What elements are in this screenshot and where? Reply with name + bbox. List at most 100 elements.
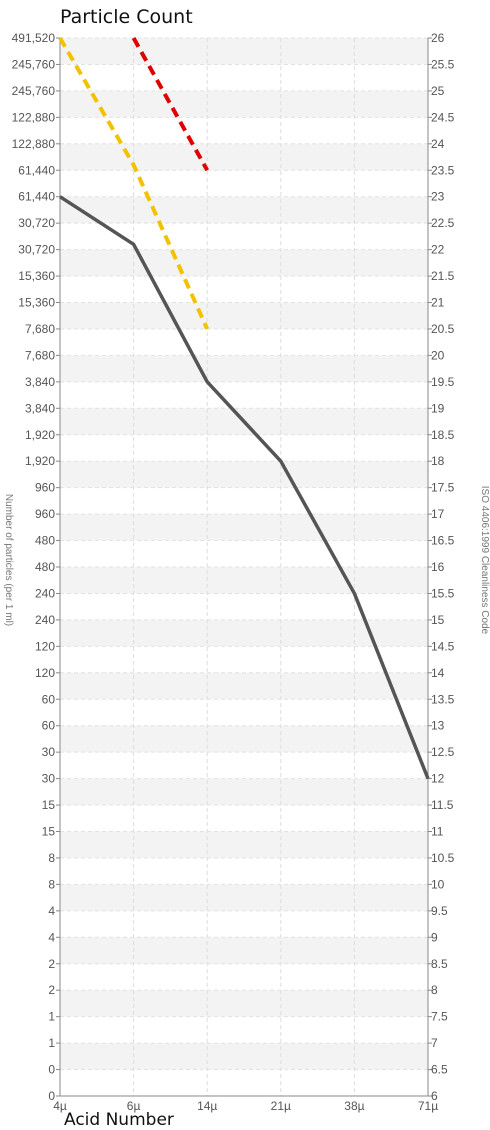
right-tick-label: 20.5 bbox=[431, 322, 455, 336]
background-bands bbox=[60, 38, 428, 1070]
left-tick-label: 3,840 bbox=[25, 401, 55, 415]
left-tick-label: 30 bbox=[42, 772, 56, 786]
right-tick-label: 17.5 bbox=[431, 481, 455, 495]
right-tick-label: 20 bbox=[431, 348, 445, 362]
left-tick-label: 4 bbox=[48, 930, 55, 944]
grid-band bbox=[60, 514, 428, 541]
right-tick-label: 24 bbox=[431, 137, 445, 151]
left-tick-label: 0 bbox=[48, 1063, 55, 1077]
left-axis-title: Number of particles (per 1 ml) bbox=[3, 494, 14, 626]
left-tick-label: 245,760 bbox=[12, 57, 56, 71]
right-tick-label: 16 bbox=[431, 560, 445, 574]
right-tick-label: 23.5 bbox=[431, 163, 455, 177]
grid-band bbox=[60, 884, 428, 911]
left-tick-label: 2 bbox=[48, 983, 55, 997]
x-tick-label: 4µ bbox=[53, 1099, 67, 1113]
grid-band bbox=[60, 937, 428, 964]
right-tick-label: 12.5 bbox=[431, 745, 455, 759]
left-tick-label: 1 bbox=[48, 1036, 55, 1050]
right-tick-label: 6.5 bbox=[431, 1063, 448, 1077]
right-tick-label: 13 bbox=[431, 719, 445, 733]
left-tick-label: 3,840 bbox=[25, 375, 55, 389]
left-tick-label: 1,920 bbox=[25, 428, 55, 442]
x-axis-ticks: 4µ 6µ 14µ 21µ 38µ 71µ bbox=[53, 1099, 438, 1113]
right-tick-label: 23 bbox=[431, 190, 445, 204]
grid-band bbox=[60, 831, 428, 858]
left-tick-label: 8 bbox=[48, 851, 55, 865]
left-tick-label: 122,880 bbox=[12, 110, 56, 124]
right-tick-label: 9.5 bbox=[431, 904, 448, 918]
grid-band bbox=[60, 302, 428, 329]
right-tick-label: 21 bbox=[431, 296, 445, 310]
left-tick-label: 120 bbox=[35, 666, 55, 680]
series-line-2 bbox=[131, 37, 209, 172]
left-tick-label: 60 bbox=[42, 719, 56, 733]
grid-band bbox=[60, 725, 428, 753]
left-tick-label: 15,360 bbox=[18, 296, 55, 310]
right-tick-label: 10.5 bbox=[431, 851, 455, 865]
left-tick-label: 4 bbox=[48, 904, 55, 918]
left-tick-label: 1,920 bbox=[25, 454, 55, 468]
right-tick-label: 10 bbox=[431, 877, 445, 891]
right-tick-label: 15.5 bbox=[431, 586, 455, 600]
grid-band bbox=[60, 143, 428, 171]
right-tick-label: 18.5 bbox=[431, 428, 455, 442]
right-tick-label: 25.5 bbox=[431, 57, 455, 71]
right-tick-label: 13.5 bbox=[431, 692, 455, 706]
right-tick-label: 9 bbox=[431, 930, 438, 944]
x-tick-label: 6µ bbox=[127, 1099, 141, 1113]
left-tick-label: 60 bbox=[42, 692, 56, 706]
grid-band bbox=[60, 90, 428, 118]
grid-band bbox=[60, 672, 428, 700]
right-tick-label: 11.5 bbox=[431, 798, 454, 812]
right-tick-label: 19 bbox=[431, 401, 445, 415]
left-tick-label: 8 bbox=[48, 877, 55, 891]
left-tick-label: 30,720 bbox=[18, 216, 55, 230]
grid-band bbox=[60, 249, 428, 277]
right-tick-label: 8 bbox=[431, 983, 438, 997]
left-tick-label: 240 bbox=[35, 613, 55, 627]
right-tick-label: 11 bbox=[431, 825, 444, 839]
right-tick-label: 8.5 bbox=[431, 957, 448, 971]
right-tick-label: 26 bbox=[431, 31, 445, 45]
right-tick-label: 14.5 bbox=[431, 639, 455, 653]
left-tick-label: 480 bbox=[35, 534, 55, 548]
left-tick-label: 61,440 bbox=[18, 163, 55, 177]
x-tick-label: 14µ bbox=[197, 1099, 217, 1113]
series-line-1 bbox=[58, 36, 210, 330]
series-lines bbox=[58, 36, 430, 780]
grid-band bbox=[60, 567, 428, 594]
right-tick-label: 17 bbox=[431, 507, 445, 521]
right-tick-label: 7 bbox=[431, 1036, 438, 1050]
left-tick-label: 240 bbox=[35, 586, 55, 600]
grid-band bbox=[60, 1043, 428, 1070]
grid-band bbox=[60, 778, 428, 806]
left-tick-label: 15,360 bbox=[18, 269, 55, 283]
chart-title: Particle Count bbox=[60, 6, 193, 28]
left-tick-label: 491,520 bbox=[12, 31, 56, 45]
footer-label: Acid Number bbox=[64, 1110, 174, 1130]
left-tick-label: 30 bbox=[42, 745, 56, 759]
right-tick-label: 19.5 bbox=[431, 375, 455, 389]
left-tick-label: 122,880 bbox=[12, 137, 56, 151]
left-tick-label: 960 bbox=[35, 481, 55, 495]
right-tick-label: 25 bbox=[431, 84, 445, 98]
left-tick-label: 61,440 bbox=[18, 190, 55, 204]
left-tick-label: 960 bbox=[35, 507, 55, 521]
left-tick-label: 245,760 bbox=[12, 84, 56, 98]
left-tick-label: 15 bbox=[42, 798, 56, 812]
grid-band bbox=[60, 196, 428, 224]
left-tick-label: 120 bbox=[35, 639, 55, 653]
right-tick-label: 6 bbox=[431, 1089, 438, 1103]
left-tick-label: 7,680 bbox=[25, 348, 55, 362]
series-line-0 bbox=[59, 195, 430, 780]
right-tick-label: 22.5 bbox=[431, 216, 455, 230]
left-tick-label: 480 bbox=[35, 560, 55, 574]
left-tick-label: 1 bbox=[48, 1010, 55, 1024]
right-tick-label: 16.5 bbox=[431, 534, 455, 548]
right-axis-title: ISO 4406:1999 Cleanliness Code bbox=[479, 486, 490, 635]
left-tick-label: 15 bbox=[42, 825, 56, 839]
x-tick-label: 38µ bbox=[344, 1099, 364, 1113]
grid-band bbox=[60, 461, 428, 488]
